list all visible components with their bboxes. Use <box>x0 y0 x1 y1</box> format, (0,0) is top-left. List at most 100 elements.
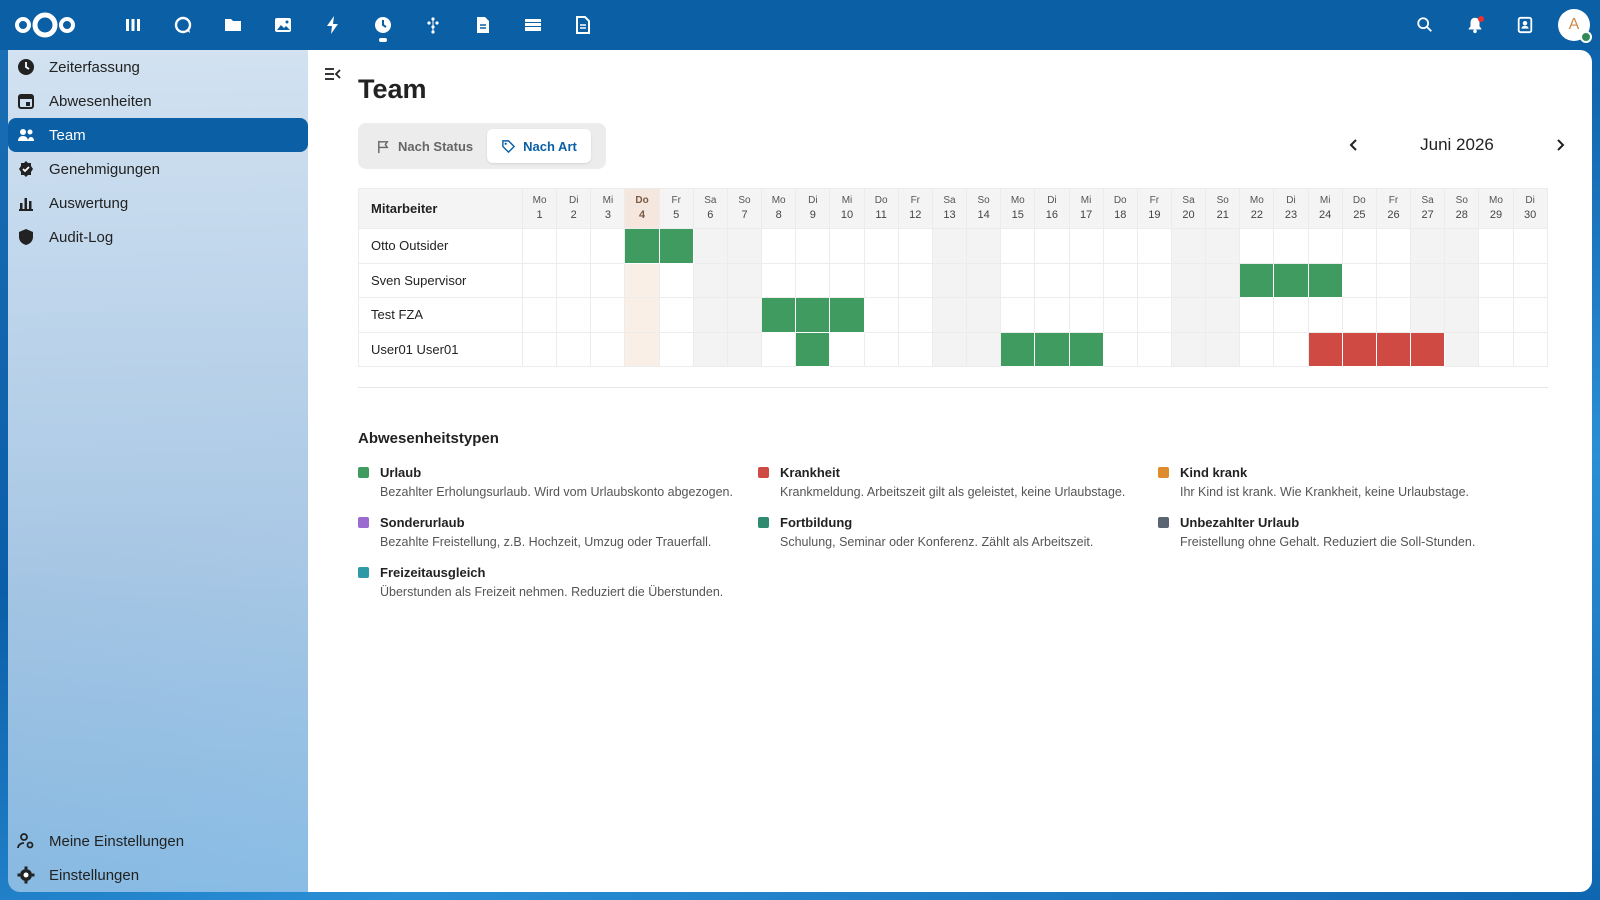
app-notes[interactable] <box>458 0 508 50</box>
previous-month-chevron-icon[interactable] <box>1342 134 1364 156</box>
day-cell[interactable] <box>1273 331 1309 367</box>
day-cell[interactable] <box>795 262 831 298</box>
user-avatar[interactable]: A <box>1558 9 1592 43</box>
day-cell[interactable] <box>1444 297 1480 333</box>
day-cell[interactable] <box>1341 297 1377 333</box>
day-cell[interactable] <box>1068 297 1104 333</box>
day-cell[interactable] <box>726 262 763 298</box>
day-cell[interactable] <box>1375 262 1412 298</box>
day-cell[interactable] <box>1375 228 1412 264</box>
day-cell[interactable] <box>1512 228 1548 264</box>
day-cell[interactable] <box>863 228 899 264</box>
day-cell[interactable] <box>1000 228 1036 264</box>
day-cell[interactable] <box>795 228 831 264</box>
day-cell[interactable] <box>590 331 626 367</box>
day-cell[interactable] <box>1102 297 1138 333</box>
app-dashboard[interactable] <box>108 0 158 50</box>
day-cell[interactable] <box>1307 228 1343 264</box>
absence-cell-krankheit[interactable] <box>1341 331 1377 367</box>
day-cell[interactable] <box>863 297 899 333</box>
day-cell[interactable] <box>931 297 968 333</box>
day-cell[interactable] <box>556 331 592 367</box>
day-cell[interactable] <box>1273 228 1309 264</box>
absence-cell-urlaub[interactable] <box>624 228 660 264</box>
sidebar-item-meine-einstellungen[interactable]: Meine Einstellungen <box>8 824 308 858</box>
sidebar-item-genehmigungen[interactable]: Genehmigungen <box>8 152 308 186</box>
day-cell[interactable] <box>1444 228 1480 264</box>
day-cell[interactable] <box>1410 262 1446 298</box>
tab-nach-status[interactable]: Nach Status <box>362 129 487 163</box>
day-cell[interactable] <box>1170 297 1207 333</box>
day-cell[interactable] <box>966 297 1002 333</box>
day-cell[interactable] <box>863 262 899 298</box>
day-cell[interactable] <box>624 331 660 367</box>
day-cell[interactable] <box>1170 262 1207 298</box>
day-cell[interactable] <box>1239 297 1275 333</box>
day-cell[interactable] <box>692 297 728 333</box>
day-cell[interactable] <box>1068 228 1104 264</box>
day-cell[interactable] <box>692 262 728 298</box>
day-cell[interactable] <box>590 262 626 298</box>
absence-cell-urlaub[interactable] <box>829 297 865 333</box>
day-cell[interactable] <box>1136 297 1172 333</box>
day-cell[interactable] <box>1375 297 1412 333</box>
absence-cell-krankheit[interactable] <box>1410 331 1446 367</box>
day-cell[interactable] <box>1444 262 1480 298</box>
app-archive[interactable] <box>508 0 558 50</box>
day-cell[interactable] <box>1478 262 1514 298</box>
contacts-icon[interactable] <box>1500 0 1550 50</box>
day-cell[interactable] <box>1136 228 1172 264</box>
day-cell[interactable] <box>829 262 865 298</box>
sidebar-item-einstellungen[interactable]: Einstellungen <box>8 858 308 892</box>
app-deck[interactable] <box>408 0 458 50</box>
day-cell[interactable] <box>1205 262 1241 298</box>
day-cell[interactable] <box>966 331 1002 367</box>
day-cell[interactable] <box>1034 228 1070 264</box>
day-cell[interactable] <box>658 297 694 333</box>
tab-nach-art[interactable]: Nach Art <box>487 129 591 163</box>
sidebar-item-team[interactable]: Team <box>8 118 308 152</box>
day-cell[interactable] <box>624 262 660 298</box>
day-cell[interactable] <box>1205 297 1241 333</box>
day-cell[interactable] <box>726 297 763 333</box>
app-files[interactable] <box>208 0 258 50</box>
absence-cell-urlaub[interactable] <box>1034 331 1070 367</box>
sidebar-item-zeiterfassung[interactable]: Zeiterfassung <box>8 50 308 84</box>
day-cell[interactable] <box>931 262 968 298</box>
day-cell[interactable] <box>1239 331 1275 367</box>
day-cell[interactable] <box>590 297 626 333</box>
day-cell[interactable] <box>658 331 694 367</box>
day-cell[interactable] <box>521 297 558 333</box>
day-cell[interactable] <box>1512 262 1548 298</box>
day-cell[interactable] <box>966 262 1002 298</box>
day-cell[interactable] <box>761 262 797 298</box>
day-cell[interactable] <box>1239 228 1275 264</box>
sidebar-toggle-icon[interactable] <box>324 66 342 82</box>
day-cell[interactable] <box>726 228 763 264</box>
day-cell[interactable] <box>521 262 558 298</box>
day-cell[interactable] <box>1170 331 1207 367</box>
search-icon[interactable] <box>1400 0 1450 50</box>
day-cell[interactable] <box>556 297 592 333</box>
day-cell[interactable] <box>897 228 933 264</box>
day-cell[interactable] <box>966 228 1002 264</box>
day-cell[interactable] <box>1068 262 1104 298</box>
day-cell[interactable] <box>624 297 660 333</box>
day-cell[interactable] <box>1478 331 1514 367</box>
day-cell[interactable] <box>1341 228 1377 264</box>
absence-cell-urlaub[interactable] <box>761 297 797 333</box>
day-cell[interactable] <box>1102 262 1138 298</box>
sidebar-item-auswertung[interactable]: Auswertung <box>8 186 308 220</box>
nextcloud-logo[interactable] <box>14 10 76 40</box>
absence-cell-urlaub[interactable] <box>1068 331 1104 367</box>
day-cell[interactable] <box>1307 297 1343 333</box>
day-cell[interactable] <box>521 331 558 367</box>
absence-cell-krankheit[interactable] <box>1375 331 1412 367</box>
absence-cell-urlaub[interactable] <box>1273 262 1309 298</box>
day-cell[interactable] <box>1512 331 1548 367</box>
day-cell[interactable] <box>931 228 968 264</box>
absence-cell-urlaub[interactable] <box>1000 331 1036 367</box>
day-cell[interactable] <box>590 228 626 264</box>
day-cell[interactable] <box>1444 331 1480 367</box>
day-cell[interactable] <box>829 228 865 264</box>
